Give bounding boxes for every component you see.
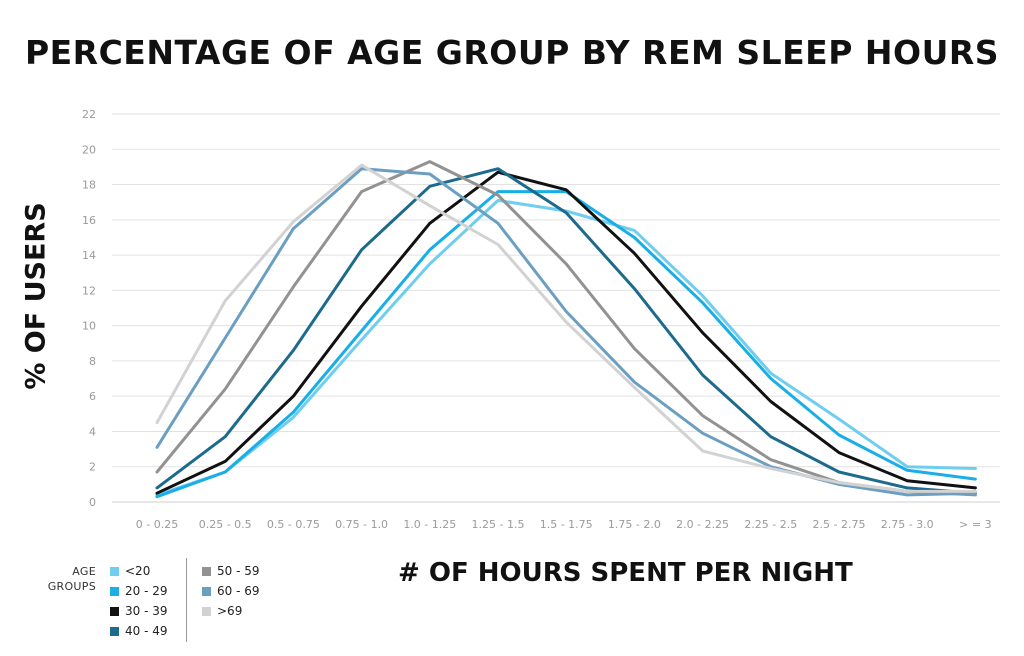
series-line-69: [155, 163, 977, 493]
x-tick-label: 2.0 - 2.25: [676, 518, 729, 531]
legend-swatch: [110, 587, 119, 596]
legend-label: 50 - 59: [217, 564, 260, 578]
y-tick-label: 20: [82, 143, 96, 156]
legend-swatch: [202, 567, 211, 576]
legend-title-line1: AGE: [72, 565, 96, 578]
y-tick-label: 8: [89, 355, 96, 368]
legend-item: <20: [110, 564, 150, 578]
legend-item: >69: [202, 604, 242, 618]
legend-item: 30 - 39: [110, 604, 168, 618]
chart-title: PERCENTAGE OF AGE GROUP BY REM SLEEP HOU…: [24, 33, 1000, 72]
y-tick-label: 4: [89, 425, 96, 438]
y-tick-label: 16: [82, 214, 96, 227]
series-line-60-69: [155, 167, 977, 497]
y-tick-label: 12: [82, 284, 96, 297]
series-line-20: [155, 198, 977, 497]
legend-swatch: [110, 567, 119, 576]
legend-item: 60 - 69: [202, 584, 260, 598]
legend-label: 60 - 69: [217, 584, 260, 598]
legend-label: 40 - 49: [125, 624, 168, 638]
legend-swatch: [110, 627, 119, 636]
x-tick-label: 2.25 - 2.5: [744, 518, 797, 531]
x-tick-label: 0.5 - 0.75: [267, 518, 320, 531]
x-tick-label: 1.0 - 1.25: [403, 518, 456, 531]
x-tick-label: 2.75 - 3.0: [881, 518, 934, 531]
legend-title-line2: GROUPS: [47, 580, 96, 593]
series-lines: [155, 160, 977, 499]
legend-item: 20 - 29: [110, 584, 168, 598]
legend-label: >69: [217, 604, 243, 618]
legend: AGE GROUPS <20 20 - 29 30 - 39 40 - 49 50 - …: [0, 558, 300, 648]
series-line-40-49: [155, 167, 977, 495]
legend-label: 20 - 29: [125, 584, 168, 598]
x-tick-label: 1.5 - 1.75: [540, 518, 593, 531]
y-tick-labels: 0 2 4 6 8 10 12 14 16 18 20 22: [82, 108, 96, 509]
y-tick-label: 0: [89, 496, 96, 509]
y-tick-label: 18: [82, 179, 96, 192]
legend-label: <20: [125, 564, 151, 578]
x-tick-label: 1.75 - 2.0: [608, 518, 661, 531]
y-tick-label: 10: [82, 320, 96, 333]
x-axis-label: # OF HOURS SPENT PER NIGHT: [398, 558, 853, 588]
legend-swatch: [110, 607, 119, 616]
x-tick-label: 0.25 - 0.5: [199, 518, 252, 531]
x-tick-label: 1.25 - 1.5: [472, 518, 525, 531]
legend-swatch: [202, 607, 211, 616]
series-line-30-39: [155, 170, 977, 495]
y-tick-label: 14: [82, 249, 96, 262]
y-tick-label: 6: [89, 390, 96, 403]
legend-swatch: [202, 587, 211, 596]
legend-item: 50 - 59: [202, 564, 260, 578]
legend-title: AGE GROUPS: [38, 564, 96, 594]
y-tick-label: 22: [82, 108, 96, 121]
y-tick-label: 2: [89, 461, 96, 474]
legend-item: 40 - 49: [110, 624, 168, 638]
legend-label: 30 - 39: [125, 604, 168, 618]
legend-divider: [186, 558, 187, 642]
x-tick-label: 0 - 0.25: [136, 518, 178, 531]
x-tick-label: 0.75 - 1.0: [335, 518, 388, 531]
x-tick-label: > = 3: [959, 518, 991, 531]
x-tick-label: 2.5 - 2.75: [813, 518, 866, 531]
x-tick-labels: 0 - 0.25 0.25 - 0.5 0.5 - 0.75 0.75 - 1.0 1.…: [136, 518, 992, 531]
